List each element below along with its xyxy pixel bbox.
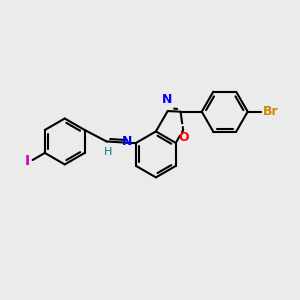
Text: O: O: [178, 131, 189, 144]
Text: N: N: [161, 98, 174, 113]
Text: I: I: [25, 154, 30, 168]
Text: N: N: [162, 93, 172, 106]
Text: H: H: [104, 147, 112, 157]
Text: N: N: [122, 135, 133, 148]
Text: Br: Br: [263, 105, 278, 118]
Text: O: O: [177, 124, 190, 139]
